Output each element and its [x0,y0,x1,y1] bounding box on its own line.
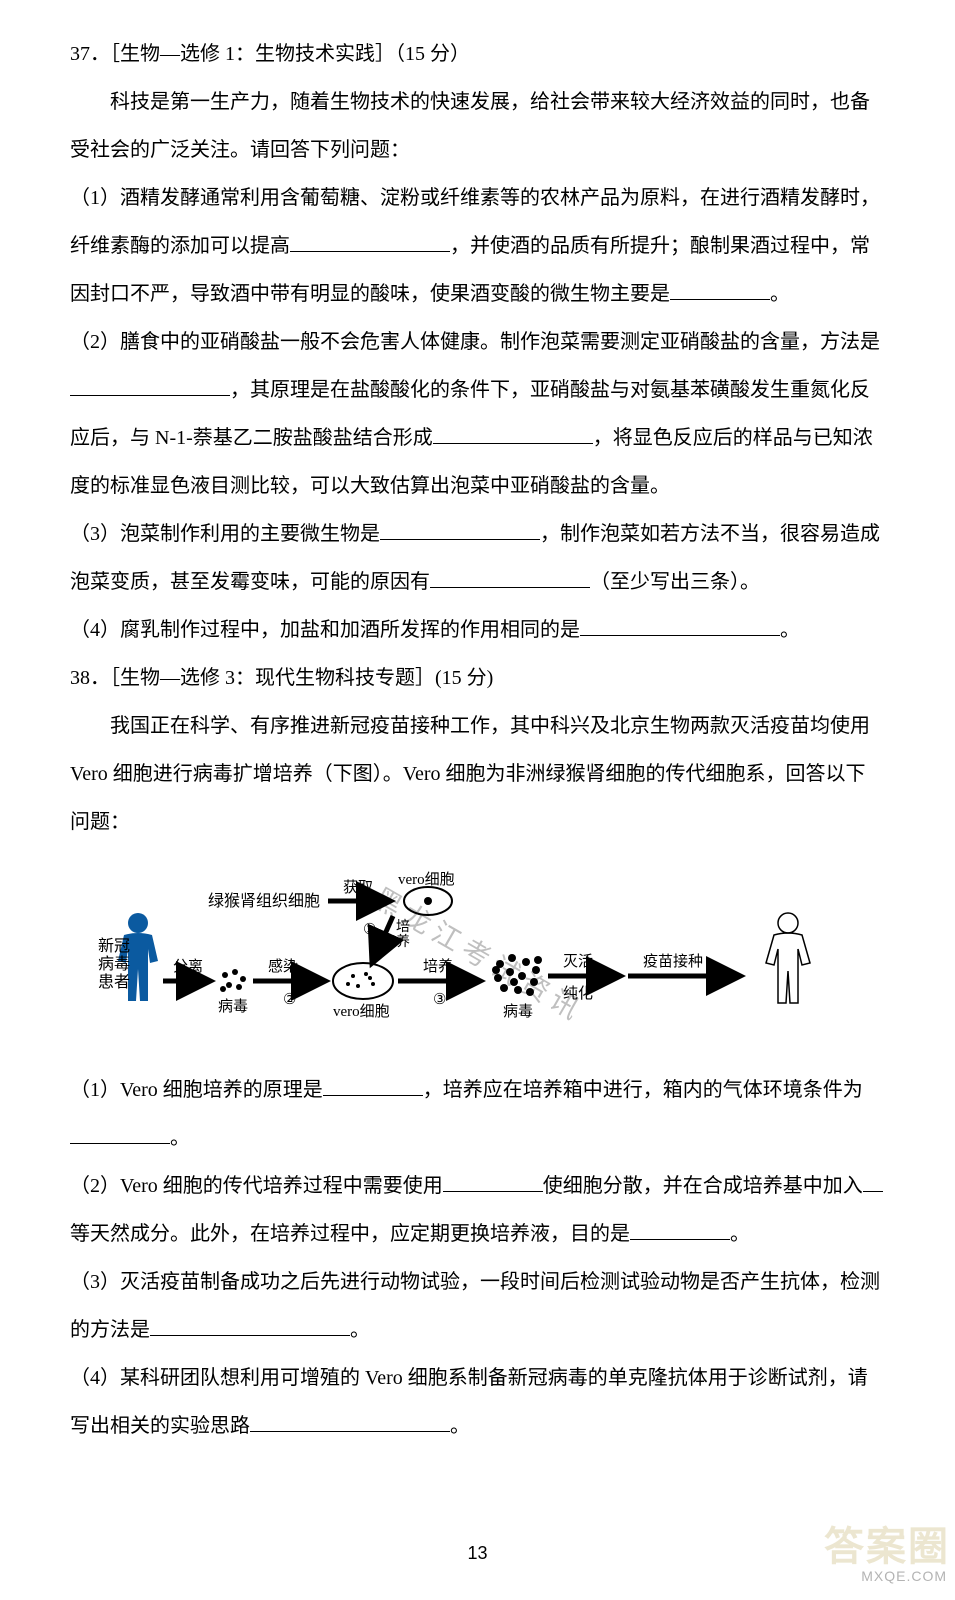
blank [250,1412,450,1432]
label-kidney: 绿猴肾组织细胞 [208,892,320,910]
blank [70,376,230,396]
q37-p3: （3）泡菜制作利用的主要微生物是，制作泡菜如若方法不当，很容易造成泡菜变质，甚至… [70,510,885,606]
footer-url: MXQE.COM [861,1560,947,1594]
label-vero2: vero细胞 [333,1003,390,1020]
label-virus1: 病毒 [218,998,248,1015]
blank [290,232,450,252]
q38-p2: （2）Vero 细胞的传代培养过程中需要使用 使细胞分散，并在合成培养基中加入等天… [70,1162,885,1258]
q38-p3b: 。 [350,1319,370,1341]
blank [630,1220,730,1240]
blank [150,1316,350,1336]
q37-intro: 科技是第一生产力，随着生物技术的快速发展，给社会带来较大经济效益的同时，也备受社… [70,78,885,174]
q37-p4b: 。 [780,619,800,641]
label-obtain: 获取 [343,879,373,896]
blank [443,1172,543,1192]
q37-p2a: （2）膳食中的亚硝酸盐一般不会危害人体健康。制作泡菜需要测定亚硝酸盐的含量，方法… [70,331,880,353]
blank [580,616,780,636]
blank [323,1076,423,1096]
q38-p1c: 。 [170,1127,190,1149]
q38-p1a: （1）Vero 细胞培养的原理是 [70,1079,323,1101]
q38-p2b: 使细胞分散，并在合成培养基中加入 [543,1175,863,1197]
q38-header: 38．［生物—选修 3：现代生物科技专题］(15 分) [70,654,885,702]
q38-p2d: 。 [730,1223,750,1245]
q37-p4a: （4）腐乳制作过程中，加盐和加酒所发挥的作用相同的是 [70,619,580,641]
label-n2: ② [283,992,296,1008]
q37-p4: （4）腐乳制作过程中，加盐和加酒所发挥的作用相同的是 。 [70,606,885,654]
q37-p2: （2）膳食中的亚硝酸盐一般不会危害人体健康。制作泡菜需要测定亚硝酸盐的含量，方法… [70,318,885,510]
label-vaccinate: 疫苗接种 [643,953,703,970]
q38-intro: 我国正在科学、有序推进新冠疫苗接种工作，其中科兴及北京生物两款灭活疫苗均使用 V… [70,702,885,846]
page-number: 13 [467,1532,487,1575]
label-patient: 新冠病毒患者 [98,937,130,991]
q38-p4: （4）某科研团队想利用可增殖的 Vero 细胞系制备新冠病毒的单克隆抗体用于诊断… [70,1354,885,1450]
q38-p4b: 。 [450,1415,470,1437]
q37-p1c: 。 [770,283,790,305]
q37-p3a: （3）泡菜制作利用的主要微生物是 [70,523,380,545]
process-diagram: 黑龙江考试资讯 新冠病毒患者 分离 病毒 感染 ② vero细胞 [70,856,885,1056]
q38-p1b: ，培养应在培养箱中进行，箱内的气体环境条件为 [423,1079,863,1101]
q37-p1: （1）酒精发酵通常利用含葡萄糖、淀粉或纤维素等的农林产品为原料，在进行酒精发酵时… [70,174,885,318]
q37-p3c: （至少写出三条）。 [590,571,760,593]
blank [380,520,540,540]
q38-p3: （3）灭活疫苗制备成功之后先进行动物试验，一段时间后检测试验动物是否产生抗体，检… [70,1258,885,1354]
q38-p1: （1）Vero 细胞培养的原理是 ，培养应在培养箱中进行，箱内的气体环境条件为。 [70,1066,885,1162]
blank [433,424,593,444]
blank [670,280,770,300]
virus-dots-1 [220,969,246,992]
blank [70,1124,170,1144]
label-inactivate: 灭活 [563,953,593,970]
label-isolate: 分离 [173,958,203,975]
q38-p2c: 等天然成分。此外，在培养过程中，应定期更换培养液，目的是 [70,1223,630,1245]
q37-header: 37．［生物—选修 1：生物技术实践］（15 分） [70,30,885,78]
blank [430,568,590,588]
q38-p2a: （2）Vero 细胞的传代培养过程中需要使用 [70,1175,443,1197]
label-infect: 感染 [268,958,298,975]
blank [863,1172,883,1192]
recipient-icon [766,913,810,1003]
label-n3: ③ [433,992,446,1008]
